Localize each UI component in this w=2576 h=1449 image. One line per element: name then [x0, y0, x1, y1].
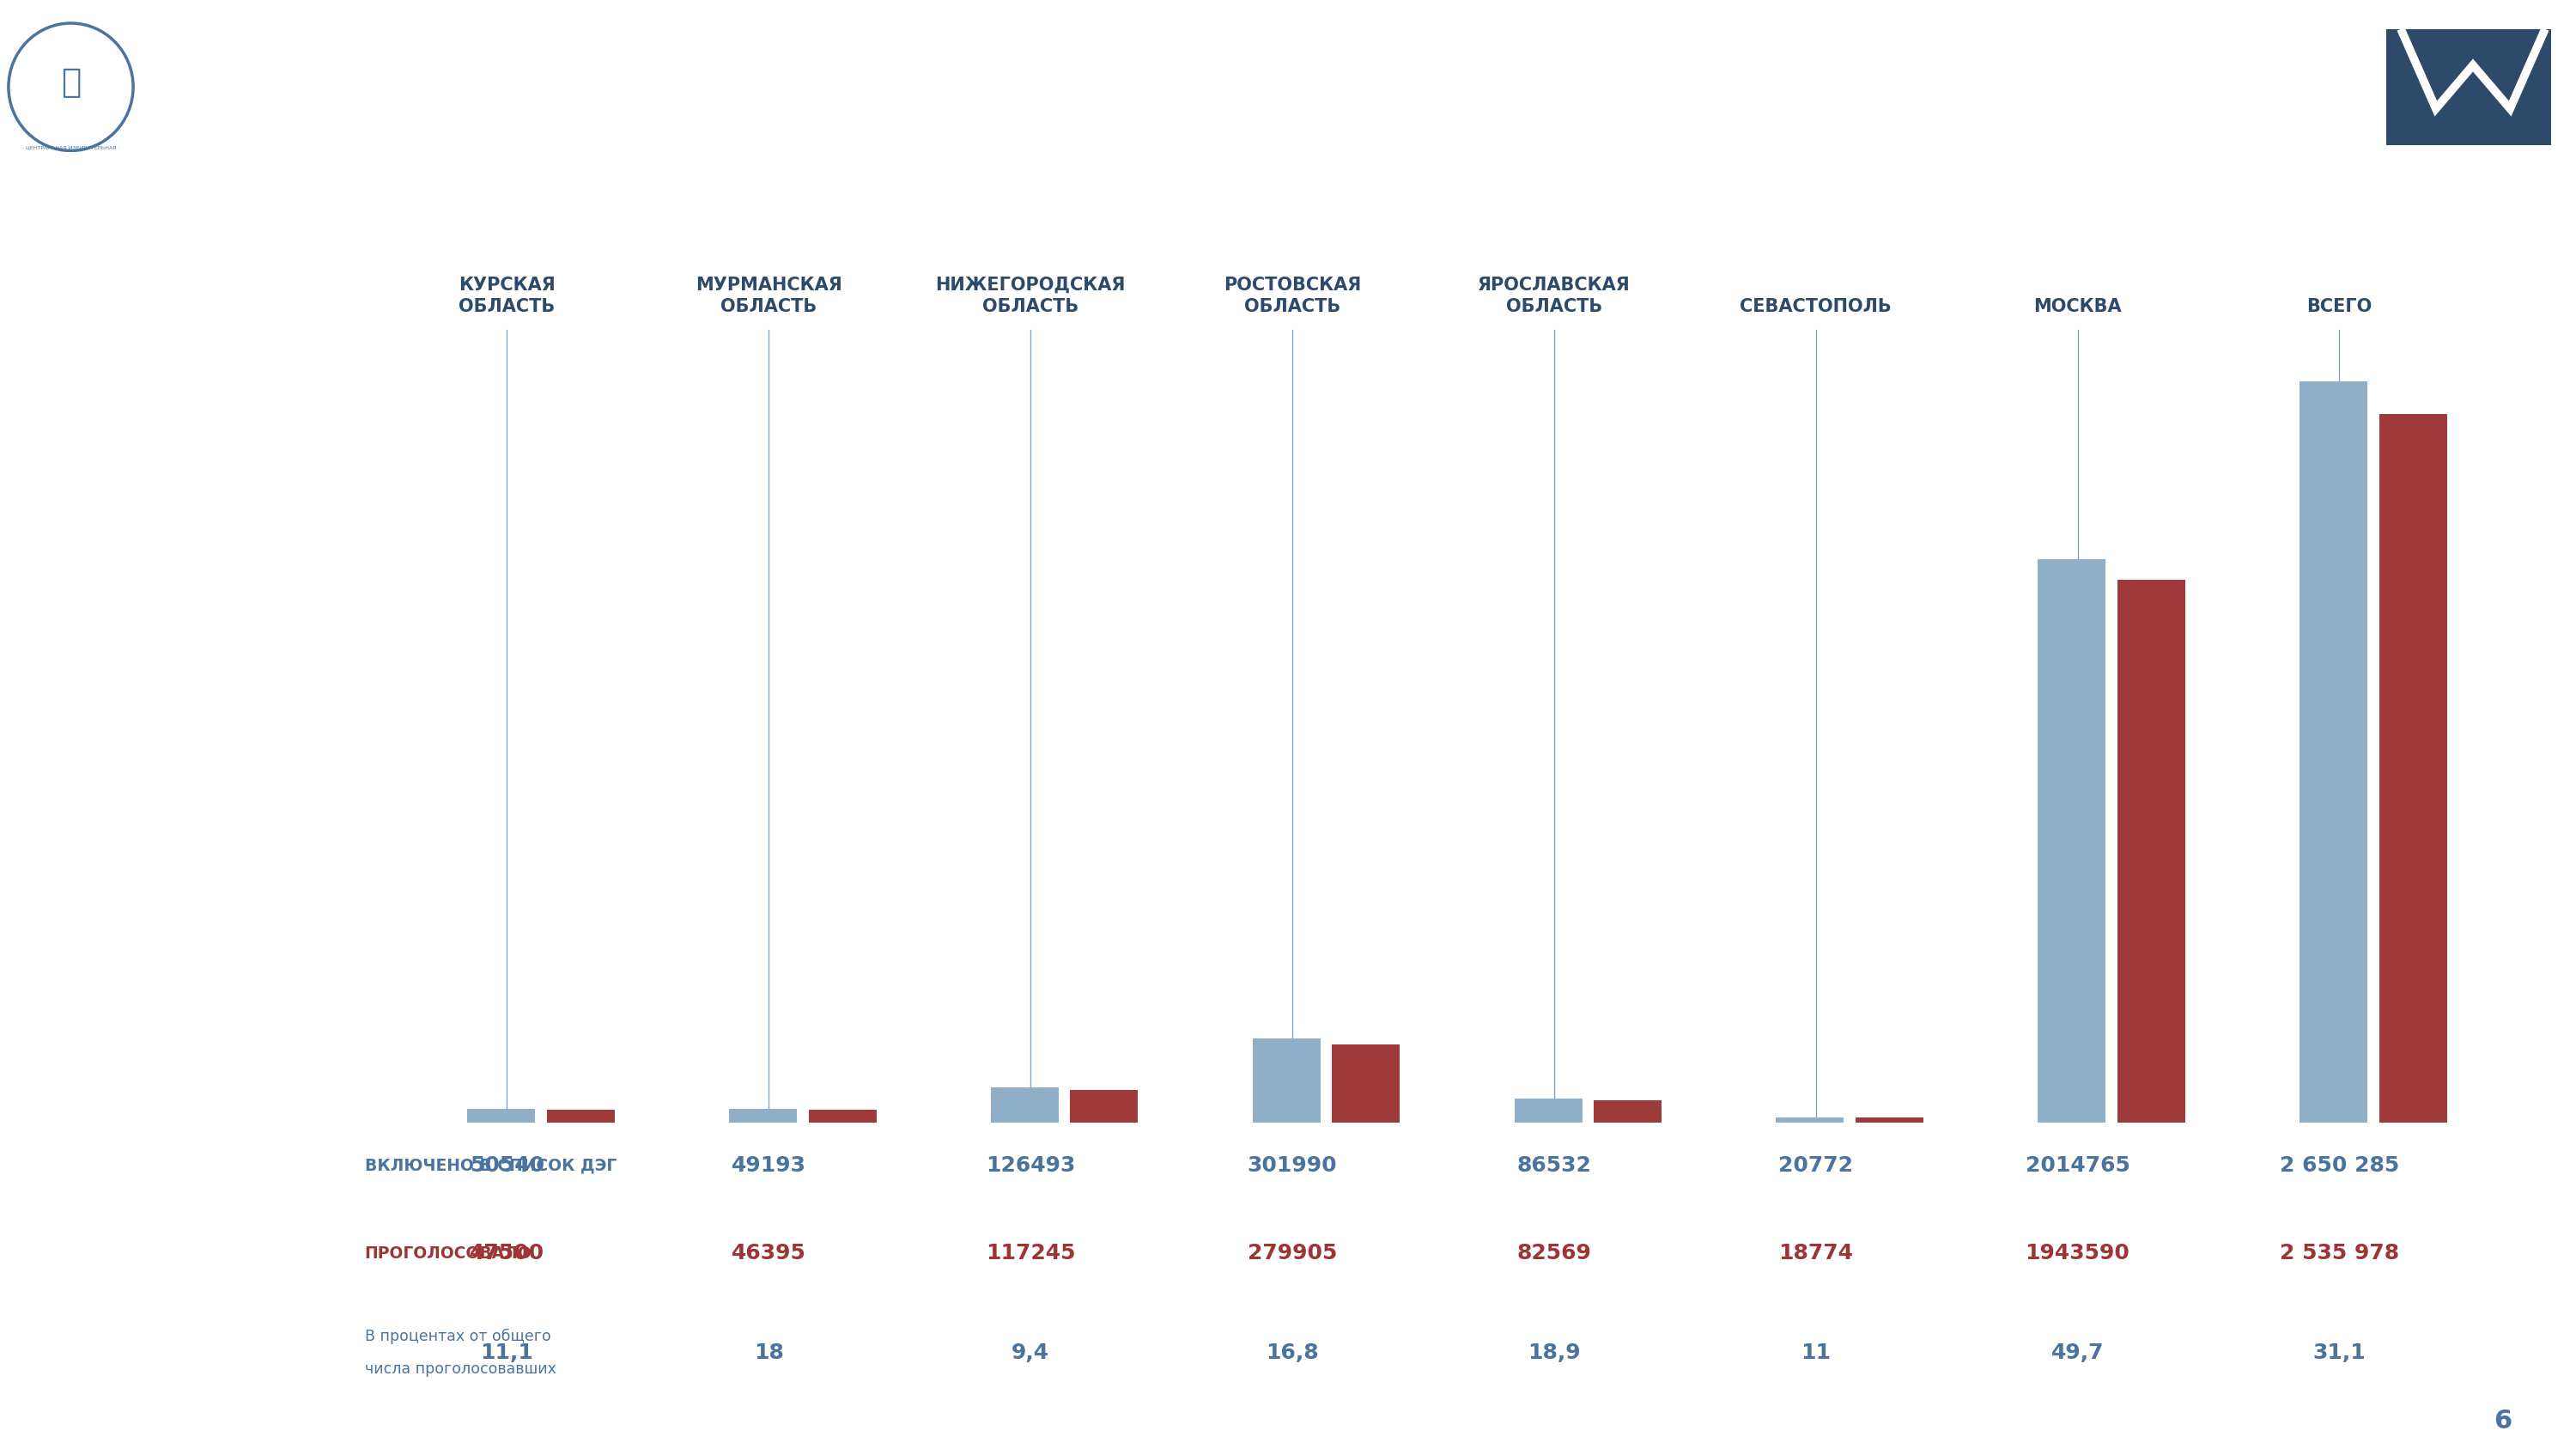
Text: 49193: 49193: [732, 1155, 806, 1175]
Text: МУРМАНСКАЯ
ОБЛАСТЬ: МУРМАНСКАЯ ОБЛАСТЬ: [696, 277, 842, 314]
Text: 2014765: 2014765: [2025, 1155, 2130, 1175]
Text: 16,8: 16,8: [1265, 1342, 1319, 1364]
Text: 31,1: 31,1: [2313, 1342, 2365, 1364]
Bar: [729, 1110, 796, 1123]
Text: 82569: 82569: [1517, 1243, 1592, 1264]
Text: СЕВАСТОПОЛЬ: СЕВАСТОПОЛЬ: [1739, 298, 1891, 314]
Bar: [2380, 414, 2447, 1123]
Text: 19 СЕНТЯБРЯ 2021 ГОДА: 19 СЕНТЯБРЯ 2021 ГОДА: [193, 106, 605, 135]
Text: МОСКВА: МОСКВА: [2032, 298, 2123, 314]
Text: 50540: 50540: [469, 1155, 544, 1175]
Text: ЯРОСЛАВСКАЯ
ОБЛАСТЬ: ЯРОСЛАВСКАЯ ОБЛАСТЬ: [1479, 277, 1631, 314]
Text: 117245: 117245: [987, 1243, 1074, 1264]
Bar: [2300, 381, 2367, 1123]
Text: 46395: 46395: [732, 1243, 806, 1264]
Bar: [809, 1110, 876, 1123]
Text: 301990: 301990: [1247, 1155, 1337, 1175]
Text: 18774: 18774: [1777, 1243, 1852, 1264]
Text: 11: 11: [1801, 1342, 1832, 1364]
Text: 🦅: 🦅: [62, 67, 80, 99]
Text: ВКЛЮЧЕНО В СПИСОК ДЭГ: ВКЛЮЧЕНО В СПИСОК ДЭГ: [366, 1158, 616, 1174]
Bar: [466, 1108, 536, 1123]
Bar: [1855, 1117, 1924, 1123]
Text: 279905: 279905: [1247, 1243, 1337, 1264]
Text: · ЦЕНТРАЛЬНАЯ ИЗБИРАТЕЛЬНАЯ ·: · ЦЕНТРАЛЬНАЯ ИЗБИРАТЕЛЬНАЯ ·: [23, 145, 118, 149]
Bar: [1515, 1098, 1582, 1123]
Text: 18: 18: [755, 1342, 783, 1364]
Text: 49,7: 49,7: [2050, 1342, 2105, 1364]
Bar: [2117, 580, 2184, 1123]
Text: 20772: 20772: [1777, 1155, 1852, 1175]
Text: 6: 6: [2494, 1408, 2512, 1435]
Text: КУРСКАЯ
ОБЛАСТЬ: КУРСКАЯ ОБЛАСТЬ: [459, 277, 556, 314]
Bar: [546, 1110, 616, 1123]
Text: 86532: 86532: [1517, 1155, 1592, 1175]
Text: 2 535 978: 2 535 978: [2280, 1243, 2398, 1264]
Text: числа проголосовавших: числа проголосовавших: [366, 1362, 556, 1377]
Text: 126493: 126493: [987, 1155, 1074, 1175]
Text: 11,1: 11,1: [482, 1342, 533, 1364]
Bar: [1069, 1090, 1139, 1123]
Text: УЧАСТИЕ ИЗБИРАТЕЛЕЙ В ДИСТАНЦИОННОМ ЭЛЕКТРОННОМ ГОЛОСОВАНИ: УЧАСТИЕ ИЗБИРАТЕЛЕЙ В ДИСТАНЦИОННОМ ЭЛЕК…: [193, 39, 1453, 71]
Text: 18,9: 18,9: [1528, 1342, 1582, 1364]
Bar: [992, 1088, 1059, 1123]
Text: 47500: 47500: [469, 1243, 544, 1264]
Text: 2 650 285: 2 650 285: [2280, 1155, 2398, 1175]
Bar: [2385, 29, 2550, 145]
Bar: [1252, 1039, 1321, 1123]
Text: РОСТОВСКАЯ
ОБЛАСТЬ: РОСТОВСКАЯ ОБЛАСТЬ: [1224, 277, 1360, 314]
Bar: [1332, 1045, 1399, 1123]
Bar: [1595, 1100, 1662, 1123]
Text: В процентах от общего: В процентах от общего: [366, 1329, 551, 1345]
Bar: [1775, 1117, 1844, 1123]
Text: 9,4: 9,4: [1012, 1342, 1048, 1364]
Text: ВСЕГО: ВСЕГО: [2306, 298, 2372, 314]
Text: ПРОГОЛОСОВАЛО: ПРОГОЛОСОВАЛО: [366, 1245, 531, 1262]
Bar: [2038, 559, 2105, 1123]
Text: 1943590: 1943590: [2025, 1243, 2130, 1264]
Text: НИЖЕГОРОДСКАЯ
ОБЛАСТЬ: НИЖЕГОРОДСКАЯ ОБЛАСТЬ: [935, 277, 1126, 314]
